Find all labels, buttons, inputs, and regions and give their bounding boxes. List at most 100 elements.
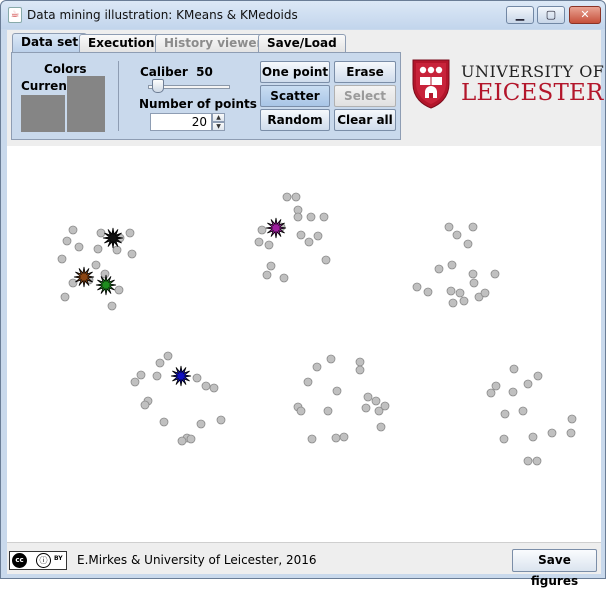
data-point[interactable] bbox=[209, 383, 219, 393]
data-point[interactable] bbox=[279, 273, 289, 283]
data-point[interactable] bbox=[296, 230, 306, 240]
data-point[interactable] bbox=[355, 365, 365, 375]
data-point[interactable] bbox=[68, 278, 78, 288]
data-point[interactable] bbox=[331, 433, 341, 443]
data-point[interactable] bbox=[107, 301, 117, 311]
data-point[interactable] bbox=[474, 292, 484, 302]
data-point[interactable] bbox=[264, 240, 274, 250]
data-point[interactable] bbox=[304, 237, 314, 247]
data-point[interactable] bbox=[363, 392, 373, 402]
data-point[interactable] bbox=[323, 406, 333, 416]
data-point[interactable] bbox=[446, 286, 456, 296]
data-point[interactable] bbox=[127, 249, 137, 259]
data-point[interactable] bbox=[448, 298, 458, 308]
tab-save-load[interactable]: Save/Load bbox=[258, 34, 346, 52]
data-point[interactable] bbox=[216, 415, 226, 425]
close-button[interactable]: ✕ bbox=[569, 6, 601, 24]
data-point[interactable] bbox=[532, 456, 542, 466]
cluster-center-star[interactable] bbox=[170, 365, 192, 387]
data-point[interactable] bbox=[463, 239, 473, 249]
tab-history-viewer[interactable]: History viewer bbox=[155, 34, 272, 52]
data-point[interactable] bbox=[306, 212, 316, 222]
spinner-up-button[interactable]: ▲ bbox=[212, 113, 225, 122]
data-point[interactable] bbox=[491, 381, 501, 391]
data-point[interactable] bbox=[326, 354, 336, 364]
data-point[interactable] bbox=[192, 373, 202, 383]
data-point[interactable] bbox=[293, 212, 303, 222]
data-point[interactable] bbox=[125, 228, 135, 238]
caliber-slider-track[interactable] bbox=[148, 85, 230, 89]
data-point[interactable] bbox=[159, 417, 169, 427]
data-point[interactable] bbox=[262, 270, 272, 280]
cluster-center-star[interactable] bbox=[265, 217, 287, 239]
current-color-swatch[interactable] bbox=[21, 95, 65, 132]
data-point[interactable] bbox=[468, 269, 478, 279]
data-point[interactable] bbox=[480, 288, 490, 298]
data-point[interactable] bbox=[355, 357, 365, 367]
one-point-button[interactable]: One point bbox=[260, 61, 330, 83]
data-point[interactable] bbox=[533, 371, 543, 381]
color-palette-swatch[interactable] bbox=[67, 76, 105, 132]
data-point[interactable] bbox=[567, 414, 577, 424]
data-point[interactable] bbox=[339, 432, 349, 442]
data-point[interactable] bbox=[459, 296, 469, 306]
data-point[interactable] bbox=[266, 261, 276, 271]
cluster-center-star[interactable] bbox=[73, 266, 95, 288]
random-button[interactable]: Random bbox=[260, 109, 330, 131]
data-point[interactable] bbox=[62, 236, 72, 246]
data-point[interactable] bbox=[361, 403, 371, 413]
data-point[interactable] bbox=[412, 282, 422, 292]
data-point[interactable] bbox=[528, 432, 538, 442]
data-point[interactable] bbox=[312, 362, 322, 372]
clear-all-button[interactable]: Clear all bbox=[334, 109, 396, 131]
minimize-button[interactable]: ▁ bbox=[506, 6, 534, 24]
select-button[interactable]: Select bbox=[334, 85, 396, 107]
data-point[interactable] bbox=[490, 269, 500, 279]
data-point[interactable] bbox=[257, 225, 267, 235]
data-point[interactable] bbox=[455, 288, 465, 298]
data-point[interactable] bbox=[468, 222, 478, 232]
data-point[interactable] bbox=[93, 244, 103, 254]
data-point[interactable] bbox=[57, 254, 67, 264]
data-point[interactable] bbox=[321, 255, 331, 265]
data-point[interactable] bbox=[96, 228, 106, 238]
data-point[interactable] bbox=[282, 192, 292, 202]
data-point[interactable] bbox=[201, 381, 211, 391]
data-point[interactable] bbox=[163, 351, 173, 361]
data-point[interactable] bbox=[509, 364, 519, 374]
data-point[interactable] bbox=[291, 192, 301, 202]
data-point[interactable] bbox=[196, 419, 206, 429]
data-point[interactable] bbox=[434, 264, 444, 274]
data-point[interactable] bbox=[547, 428, 557, 438]
data-point[interactable] bbox=[74, 242, 84, 252]
data-point[interactable] bbox=[155, 358, 165, 368]
data-point[interactable] bbox=[523, 456, 533, 466]
number-of-points-input[interactable]: 20 bbox=[150, 113, 212, 131]
data-point[interactable] bbox=[376, 422, 386, 432]
drawing-canvas[interactable] bbox=[7, 146, 601, 542]
data-point[interactable] bbox=[114, 285, 124, 295]
data-point[interactable] bbox=[518, 406, 528, 416]
tab-data-set[interactable]: Data set bbox=[12, 33, 88, 53]
data-point[interactable] bbox=[136, 370, 146, 380]
points-plot[interactable] bbox=[7, 146, 601, 542]
data-point[interactable] bbox=[140, 400, 150, 410]
data-point[interactable] bbox=[508, 387, 518, 397]
maximize-button[interactable]: ▢ bbox=[537, 6, 565, 24]
data-point[interactable] bbox=[423, 287, 433, 297]
save-figures-button[interactable]: Save figures bbox=[512, 549, 597, 588]
cluster-center-star[interactable] bbox=[102, 227, 124, 249]
data-point[interactable] bbox=[500, 409, 510, 419]
data-point[interactable] bbox=[444, 222, 454, 232]
data-point[interactable] bbox=[100, 269, 110, 279]
data-point[interactable] bbox=[152, 371, 162, 381]
data-point[interactable] bbox=[307, 434, 317, 444]
data-point[interactable] bbox=[469, 278, 479, 288]
data-point[interactable] bbox=[177, 436, 187, 446]
spinner-down-button[interactable]: ▼ bbox=[212, 122, 225, 131]
data-point[interactable] bbox=[371, 396, 381, 406]
data-point[interactable] bbox=[112, 245, 122, 255]
data-point[interactable] bbox=[130, 377, 140, 387]
data-point[interactable] bbox=[374, 406, 384, 416]
tab-execution[interactable]: Execution bbox=[79, 34, 164, 52]
